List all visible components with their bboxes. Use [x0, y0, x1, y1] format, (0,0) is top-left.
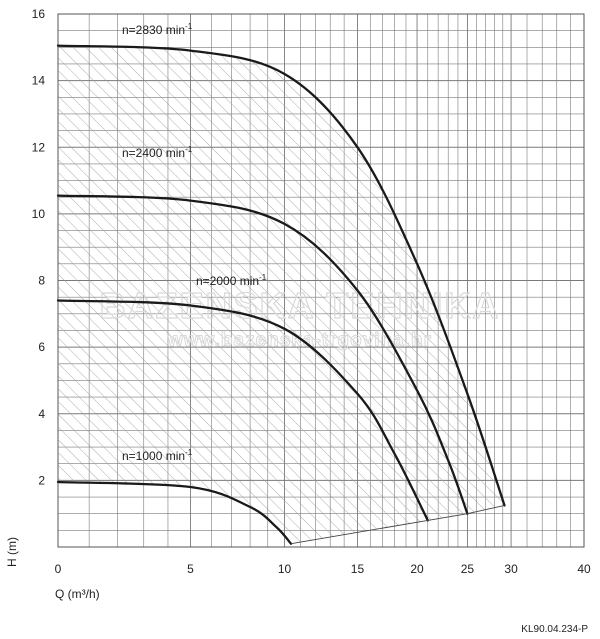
y-tick-label: 16 [32, 7, 46, 21]
x-tick-label: 0 [55, 562, 62, 576]
operating-range-hatch [58, 45, 505, 544]
curve-series-1 [56, 44, 506, 507]
curve-label-exponent: -1 [259, 273, 267, 282]
y-tick-label: 12 [32, 140, 46, 154]
curve-label-base: n=1000 min [122, 449, 185, 463]
curve-label-3: n=2000 min-1 [196, 273, 267, 288]
y-tick-label: 6 [38, 340, 45, 354]
curve-label-exponent: -1 [185, 145, 193, 154]
tick-labels: 0 5 10 15 20 25 30 40 2 4 6 8 10 12 14 16 [32, 7, 591, 576]
curve-label-exponent: -1 [185, 22, 193, 31]
x-tick-label: 20 [410, 562, 424, 576]
operating-range-area [58, 45, 505, 544]
curve-label-2: n=2400 min-1 [122, 145, 193, 160]
curve-label-1: n=2830 min-1 [122, 22, 193, 37]
watermark-url: www.bazenska-trgovina.hr [167, 330, 432, 351]
x-tick-label: 15 [351, 562, 365, 576]
curve-label-exponent: -1 [185, 448, 193, 457]
curves [56, 44, 506, 545]
x-axis-label: Q (m³/h) [55, 587, 100, 601]
watermark-main: BAZENSKA TEHNIKA [100, 285, 501, 326]
x-tick-label: 30 [504, 562, 518, 576]
curve-label-base: n=2000 min [196, 274, 259, 288]
y-axis-label: H (m) [5, 537, 19, 567]
watermark: BAZENSKA TEHNIKA www.bazenska-trgovina.h… [99, 284, 501, 351]
curve-label-4: n=1000 min-1 [122, 448, 193, 463]
y-tick-label: 14 [32, 74, 46, 88]
curve-series-4 [56, 480, 293, 545]
y-tick-label: 2 [38, 473, 45, 487]
x-tick-label: 10 [278, 562, 292, 576]
x-tick-label: 25 [461, 562, 475, 576]
curve-label-base: n=2400 min [122, 146, 185, 160]
curve-label-base: n=2830 min [122, 23, 185, 37]
x-tick-label: 40 [577, 562, 591, 576]
x-tick-label: 5 [187, 562, 194, 576]
curve-series-3 [56, 299, 429, 522]
curve-labels: n=2830 min-1n=2400 min-1n=2000 min-1n=10… [122, 22, 267, 463]
curve-series-2 [56, 194, 469, 515]
figure-code: KL90.04.234-P [521, 624, 588, 635]
y-tick-label: 8 [38, 274, 45, 288]
y-tick-label: 4 [38, 407, 45, 421]
operating-range-boundary [290, 504, 505, 545]
y-tick-label: 10 [32, 207, 46, 221]
